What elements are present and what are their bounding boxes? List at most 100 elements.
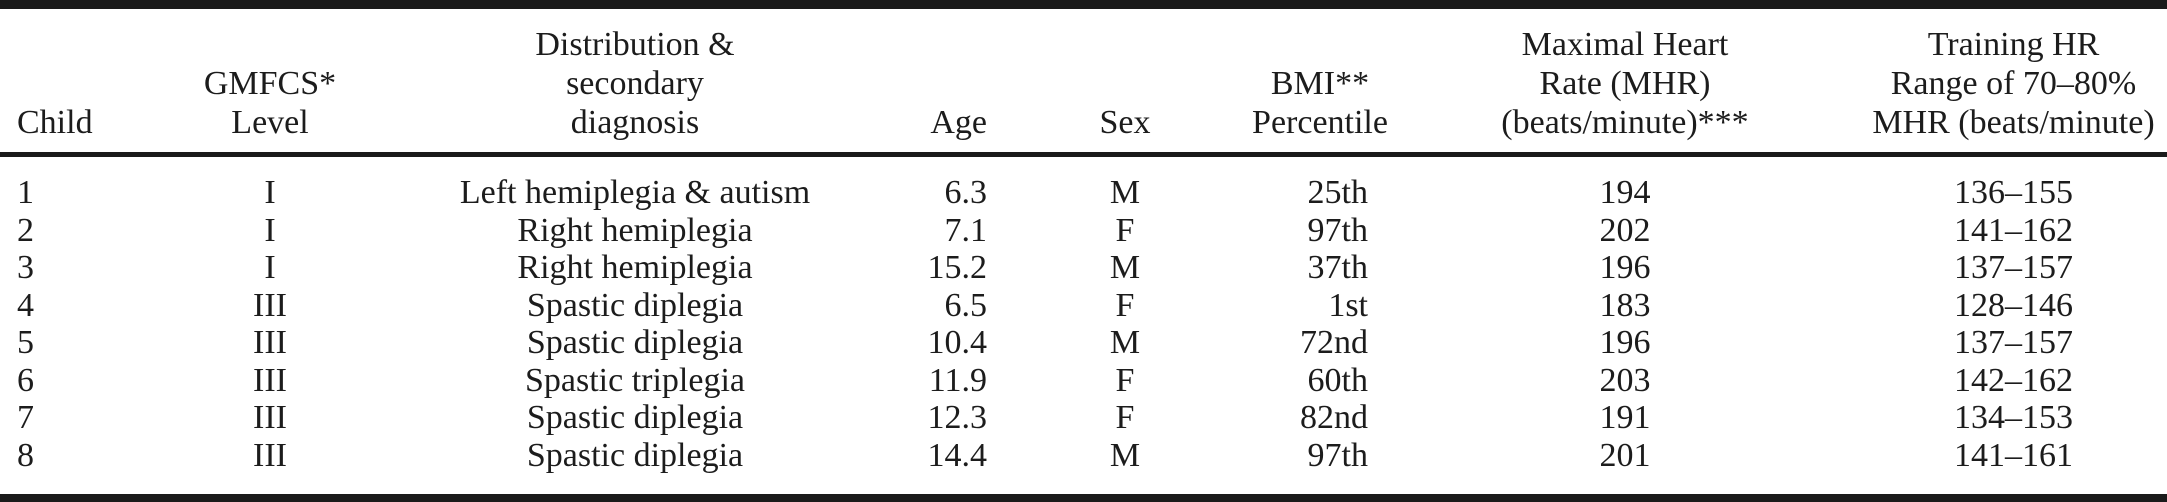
column-header-line: Level [231, 104, 309, 141]
cell-child: 7 [17, 399, 34, 436]
cell-child: 5 [17, 324, 34, 361]
cell-training: 141–161 [1954, 436, 2073, 474]
cell-sex: M [1109, 249, 1141, 286]
cell-bmi: 37th [1307, 249, 1368, 286]
cell-age: 12.3 [927, 399, 988, 436]
cell-diagnosis: Spastic diplegia [526, 324, 744, 361]
cell-sex: M [1109, 174, 1141, 211]
cell-bmi: 97th [1307, 436, 1368, 474]
cell-mhr: 203 [1599, 361, 1651, 399]
column-header-age: Age [890, 4, 1040, 157]
cell-gmfcs: I [264, 249, 276, 286]
cell-mhr: 191 [1599, 399, 1651, 436]
column-header-bmi: BMI** Percentile [1210, 4, 1430, 157]
column-header-line: BMI** [1270, 65, 1370, 102]
cell-child: 3 [17, 249, 34, 286]
cell-diagnosis: Right hemiplegia [517, 211, 753, 249]
column-header-gmfcs: GMFCS* Level [160, 4, 380, 157]
column-header-line: Range of 70–80% [1890, 65, 2137, 102]
cell-sex: M [1109, 324, 1141, 361]
cell-bmi: 82nd [1300, 399, 1368, 436]
cell-child: 8 [17, 436, 34, 474]
table-row: 5 III Spastic diplegia 10.4 M 72nd 196 137–157 [0, 324, 2167, 362]
column-header-line: GMFCS* [203, 65, 337, 102]
cell-diagnosis: Left hemiplegia & autism [459, 174, 811, 211]
cell-gmfcs: I [264, 211, 276, 249]
table-row: 1 I Left hemiplegia & autism 6.3 M 25th 194 136… [0, 155, 2167, 212]
column-header-training: Training HR Range of 70–80% MHR (beats/min… [1820, 4, 2167, 157]
cell-sex: M [1109, 436, 1141, 474]
cell-gmfcs: III [253, 361, 287, 399]
cell-age: 15.2 [927, 249, 988, 286]
cell-child: 4 [17, 286, 34, 324]
cell-diagnosis: Spastic diplegia [526, 399, 744, 436]
cell-training: 134–153 [1954, 399, 2073, 436]
cell-bmi: 60th [1307, 361, 1368, 399]
cell-age: 10.4 [927, 324, 988, 361]
column-header-sex: Sex [1040, 4, 1210, 157]
table-row: 8 III Spastic diplegia 14.4 M 97th 201 141–161 [0, 437, 2167, 499]
cell-bmi: 25th [1307, 174, 1368, 211]
cell-sex: F [1115, 399, 1135, 436]
table-row: 7 III Spastic diplegia 12.3 F 82nd 191 134–153 [0, 399, 2167, 437]
cell-mhr: 183 [1599, 286, 1651, 324]
column-header-line: Rate (MHR) [1539, 65, 1711, 102]
cell-bmi: 1st [1328, 286, 1368, 324]
column-header-line: diagnosis [570, 104, 700, 141]
cell-mhr: 196 [1599, 249, 1651, 286]
cell-child: 2 [17, 211, 34, 249]
cell-bmi: 72nd [1300, 324, 1368, 361]
cell-gmfcs: III [253, 436, 287, 474]
table-row: 6 III Spastic triplegia 11.9 F 60th 203 142–162 [0, 362, 2167, 400]
column-header-line: Maximal Heart [1521, 26, 1729, 63]
column-header-line: Sex [1099, 104, 1151, 141]
cell-diagnosis: Spastic triplegia [524, 361, 745, 399]
cell-mhr: 194 [1599, 174, 1651, 211]
cell-child: 6 [17, 361, 34, 399]
cell-age: 11.9 [928, 361, 987, 399]
column-header-diagnosis: Distribution & secondary diagnosis [380, 4, 890, 157]
table-header-row: Child GMFCS* Level Distribution & secondary d… [0, 4, 2167, 157]
cell-child: 1 [17, 174, 34, 211]
column-header-line: Percentile [1252, 104, 1388, 141]
cell-gmfcs: I [264, 174, 276, 211]
column-header-line: Distribution & [535, 26, 735, 63]
column-header-line: Child [17, 104, 93, 141]
cell-training: 128–146 [1954, 286, 2073, 324]
cell-sex: F [1115, 361, 1135, 399]
column-header-line: Age [930, 104, 987, 141]
cell-mhr: 201 [1599, 436, 1651, 474]
column-header-mhr: Maximal Heart Rate (MHR) (beats/minute)*** [1430, 4, 1820, 157]
table-body: 1 I Left hemiplegia & autism 6.3 M 25th 194 136… [0, 155, 2167, 499]
cell-gmfcs: III [253, 399, 287, 436]
cell-diagnosis: Spastic diplegia [526, 436, 744, 474]
cell-training: 142–162 [1954, 361, 2073, 399]
cell-training: 137–157 [1954, 324, 2073, 361]
cell-diagnosis: Right hemiplegia [517, 249, 753, 286]
table-row: 4 III Spastic diplegia 6.5 F 1st 183 128–146 [0, 287, 2167, 325]
cell-diagnosis: Spastic diplegia [526, 286, 744, 324]
cell-age: 14.4 [927, 436, 988, 474]
cell-mhr: 202 [1599, 211, 1651, 249]
column-header-child: Child [0, 4, 160, 157]
cell-age: 6.5 [944, 286, 988, 324]
column-header-line: Training HR [1927, 26, 2100, 63]
table-row: 2 I Right hemiplegia 7.1 F 97th 202 141–162 [0, 212, 2167, 250]
cell-gmfcs: III [253, 286, 287, 324]
cell-bmi: 97th [1307, 211, 1368, 249]
table-row: 3 I Right hemiplegia 15.2 M 37th 196 137–157 [0, 249, 2167, 287]
table-header: Child GMFCS* Level Distribution & secondary d… [0, 4, 2167, 157]
cell-training: 136–155 [1954, 174, 2073, 211]
cell-mhr: 196 [1599, 324, 1651, 361]
column-header-line: MHR (beats/minute) [1872, 104, 2155, 141]
cell-age: 7.1 [944, 211, 988, 249]
cell-age: 6.3 [944, 174, 988, 211]
cell-training: 137–157 [1954, 249, 2073, 286]
column-header-line: (beats/minute)*** [1501, 104, 1749, 141]
cell-training: 141–162 [1954, 211, 2073, 249]
cell-gmfcs: III [253, 324, 287, 361]
cell-sex: F [1115, 286, 1135, 324]
cell-sex: F [1115, 211, 1135, 249]
column-header-line: secondary [566, 65, 704, 102]
